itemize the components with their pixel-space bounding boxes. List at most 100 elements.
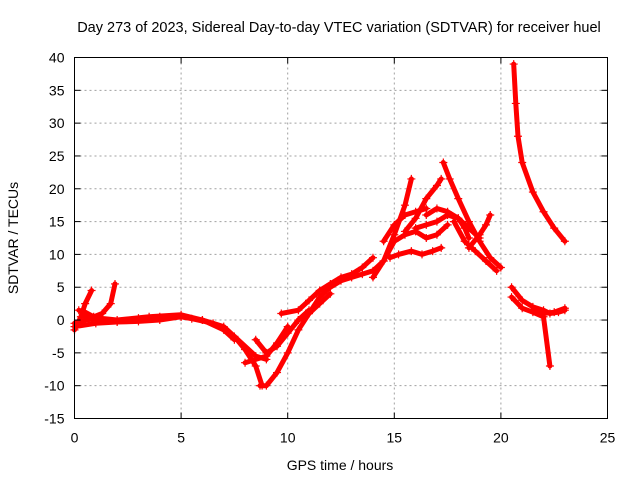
data-point [283,329,292,338]
y-axis-tick-labels: -15 -10 -5 0 5 10 15 20 25 30 35 40 [44,50,64,427]
plot-frame [74,57,608,419]
data-point [528,306,537,315]
data-point [87,286,96,295]
data-point [241,345,250,354]
data-point [560,304,569,313]
data-point [445,174,454,183]
data-series-arc-20 [449,217,501,275]
data-point [277,309,286,318]
data-point [550,224,559,233]
data-series-arc-24 [528,304,569,318]
data-point [368,273,377,282]
series-line [82,312,265,389]
data-point [273,342,282,351]
data-point [219,322,228,331]
data-point [509,60,518,69]
series-line [391,222,451,244]
x-tick-label: 0 [71,430,79,446]
data-point [454,214,463,223]
data-point [230,332,239,341]
data-point [471,247,480,256]
data-point [428,247,437,256]
data-series-arc-10 [294,289,335,325]
data-point [81,299,90,308]
data-point [507,293,516,302]
series-line [295,291,333,323]
data-point [539,309,548,318]
data-point [294,316,303,325]
series-line [511,61,568,244]
data-point [422,211,431,220]
data-point [379,237,388,246]
y-tick-label: 5 [57,279,65,295]
data-series-arc-23 [509,60,569,246]
data-point [251,355,260,364]
data-point [262,348,271,357]
data-point [460,237,469,246]
data-point [432,181,441,190]
data-point [496,263,505,272]
chart-title: Day 273 of 2023, Sidereal Day-to-day VTE… [77,20,601,36]
data-point [407,174,416,183]
data-point [432,230,441,239]
data-series-arc-5 [81,310,267,390]
data-point [400,201,409,210]
data-point [422,194,431,203]
data-point [486,211,495,220]
data-point [400,211,409,220]
data-point [539,207,548,216]
grid-lines [74,57,608,419]
x-tick-label: 20 [493,430,509,446]
plot-area [70,60,569,390]
data-point [454,194,463,203]
data-point [294,325,303,334]
data-point [251,335,260,344]
y-tick-label: -10 [44,378,64,394]
data-point [513,132,522,141]
y-tick-label: 30 [49,115,65,131]
y-tick-label: 25 [49,148,65,164]
data-point [386,253,395,262]
data-point [481,220,490,229]
data-point [81,312,90,321]
y-tick-label: 40 [49,50,65,66]
data-point [400,227,409,236]
y-tick-label: 0 [57,312,65,328]
data-point [177,310,186,319]
series-line [466,212,493,251]
x-tick-label: 25 [600,430,616,446]
data-point [511,99,520,108]
data-point [273,368,282,377]
data-point [198,316,207,325]
series-line [530,305,568,316]
data-point [315,299,324,308]
y-axis-label: SDTVAR / TECUs [5,182,21,294]
data-point [560,237,569,246]
x-tick-label: 15 [387,430,403,446]
data-point [486,253,495,262]
data-point [91,319,100,328]
data-point [475,230,484,239]
data-point [422,220,431,229]
y-tick-label: 35 [49,82,65,98]
data-point [394,250,403,259]
data-point [390,237,399,246]
data-point [326,289,335,298]
x-axis-tick-labels: 0 5 10 15 20 25 [71,430,616,446]
y-tick-label: 20 [49,181,65,197]
x-axis-label: GPS time / hours [287,457,394,473]
data-point [507,283,516,292]
data-point [439,158,448,167]
data-point [437,243,446,252]
data-point [481,256,490,265]
y-tick-label: 10 [49,246,65,262]
data-point [358,263,367,272]
data-point [550,308,559,317]
data-point [305,309,314,318]
data-point [305,296,314,305]
data-point [113,316,122,325]
data-point [518,296,527,305]
data-series-arc-15 [400,174,446,236]
data-point [443,207,452,216]
data-point [449,217,458,226]
